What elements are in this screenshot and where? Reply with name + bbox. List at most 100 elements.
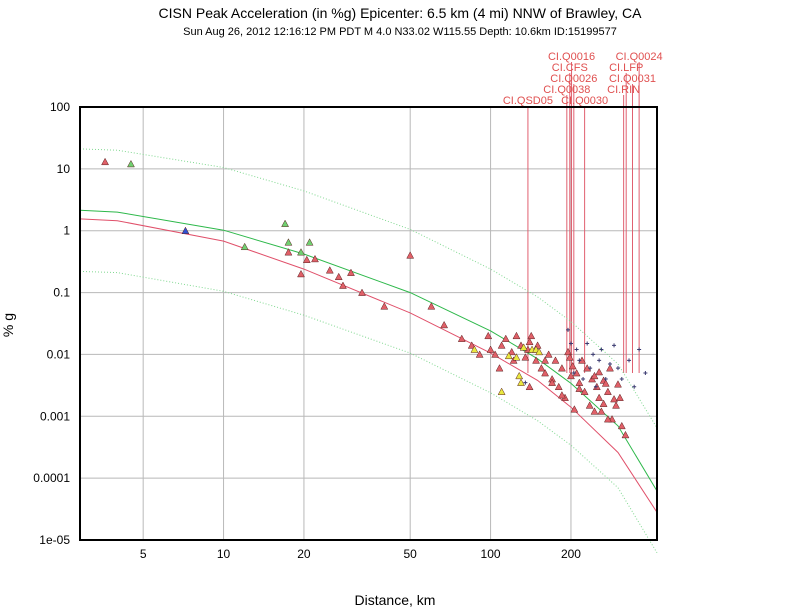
station-triangle-marker xyxy=(427,302,436,310)
model-curve xyxy=(79,148,658,429)
station-triangle-marker xyxy=(537,364,546,372)
station-triangle-marker xyxy=(501,334,510,342)
station-triangle-marker xyxy=(497,387,506,395)
x-tick-label: 10 xyxy=(217,547,231,561)
station-triangle-marker xyxy=(595,367,604,376)
station-triangle-marker xyxy=(305,238,314,246)
station-triangle-marker xyxy=(567,371,575,380)
station-triangle-marker xyxy=(302,255,311,263)
station-triangle-marker xyxy=(558,364,566,372)
station-triangle-marker xyxy=(606,364,614,372)
station-triangle-marker xyxy=(334,272,343,281)
station-triangle-marker xyxy=(101,157,109,166)
y-tick-label: 0.001 xyxy=(40,409,70,423)
station-triangle-marker xyxy=(590,407,599,415)
station-triangle-marker xyxy=(440,320,449,329)
station-triangle-marker xyxy=(127,159,135,168)
x-tick-label: 5 xyxy=(140,547,147,561)
station-plus-marker xyxy=(643,371,648,376)
station-plus-marker xyxy=(591,352,596,357)
station-triangle-marker xyxy=(544,350,553,358)
station-triangle-marker xyxy=(568,361,577,370)
station-triangle-marker xyxy=(597,407,606,415)
station-triangle-marker xyxy=(610,395,618,403)
station-triangle-marker xyxy=(599,399,608,407)
station-triangle-marker xyxy=(527,331,536,340)
station-label: CI.Q0038 xyxy=(543,84,590,96)
station-triangle-marker xyxy=(519,343,528,351)
station-triangle-marker xyxy=(380,302,389,310)
station-plus-marker xyxy=(574,347,579,352)
y-tick-label: 1e-05 xyxy=(39,533,70,547)
y-tick-label: 100 xyxy=(50,100,70,114)
station-triangle-marker xyxy=(284,248,293,256)
station-triangle-marker xyxy=(551,356,560,364)
station-triangle-marker xyxy=(475,350,484,358)
station-triangle-marker xyxy=(311,254,319,263)
x-axis-label: Distance, km xyxy=(355,592,436,608)
station-triangle-marker xyxy=(406,251,415,259)
station-triangle-marker xyxy=(612,401,620,409)
station-label: CI.Q0031 xyxy=(609,73,656,85)
station-triangle-marker xyxy=(484,331,493,340)
station-triangle-marker xyxy=(491,350,500,358)
station-triangle-marker xyxy=(517,378,525,386)
station-plus-marker xyxy=(571,371,576,376)
station-label: CI.Q0030 xyxy=(561,95,608,107)
station-triangle-marker xyxy=(515,371,524,380)
station-triangle-marker xyxy=(525,337,534,346)
station-triangle-marker xyxy=(467,341,476,349)
tick-labels: 5 10 20 50 100 200 100 10 1 0.1 0.01 0.001 0.0001 1e-… xyxy=(33,100,581,561)
station-triangle-marker xyxy=(512,353,521,361)
station-plus-marker xyxy=(593,384,598,389)
station-plus-marker xyxy=(523,380,528,385)
station-triangle-marker xyxy=(601,379,610,387)
chart-subtitle: Sun Aug 26, 2012 12:16:12 PM PDT M 4.0 N… xyxy=(183,26,617,38)
station-plus-marker xyxy=(597,358,602,363)
y-axis-label: % g xyxy=(0,313,16,337)
station-triangle-marker xyxy=(548,378,557,386)
station-triangle-marker xyxy=(614,380,622,388)
station-plus-marker xyxy=(599,347,604,352)
station-label: CI.QSD05 xyxy=(503,95,553,107)
station-plus-marker xyxy=(588,366,593,371)
station-triangle-marker xyxy=(595,393,604,401)
station-triangle-marker xyxy=(507,347,516,356)
station-triangle-marker xyxy=(590,371,599,380)
station-plus-marker xyxy=(603,377,608,382)
plot-frame xyxy=(79,106,658,541)
station-triangle-marker xyxy=(535,347,544,356)
station-plus-marker xyxy=(627,358,632,363)
station-triangle-marker xyxy=(297,248,305,256)
station-plus-marker xyxy=(619,377,624,382)
station-triangle-marker xyxy=(457,334,466,342)
station-plus-marker xyxy=(581,377,586,382)
station-triangle-marker xyxy=(554,382,563,391)
station-plus-marker xyxy=(568,341,573,346)
station-label: CI.Q0026 xyxy=(550,73,597,85)
station-triangle-marker xyxy=(325,266,334,274)
station-label: CI.Q0016 xyxy=(548,51,595,63)
station-triangle-marker xyxy=(603,415,612,423)
station-triangle-marker xyxy=(603,387,612,395)
station-triangle-marker xyxy=(495,364,504,372)
station-triangle-marker xyxy=(575,384,584,392)
model-curve xyxy=(79,218,658,513)
station-triangle-marker xyxy=(525,382,534,391)
station-triangle-marker xyxy=(570,405,579,413)
station-triangle-marker xyxy=(284,238,293,246)
station-triangle-marker xyxy=(617,421,626,430)
model-curves xyxy=(79,148,658,554)
station-triangle-marker xyxy=(240,242,249,251)
station-triangle-marker xyxy=(621,430,630,439)
grid xyxy=(80,106,657,541)
data-points xyxy=(101,157,648,439)
station-plus-marker xyxy=(637,347,642,352)
station-plus-marker xyxy=(612,343,617,348)
station-label: CI.CFS xyxy=(552,62,588,74)
station-triangle-marker xyxy=(181,226,190,234)
station-triangle-marker xyxy=(358,288,366,296)
station-triangle-marker xyxy=(541,356,550,364)
station-label: CI.RIN xyxy=(607,84,640,96)
station-triangle-marker xyxy=(558,391,566,399)
